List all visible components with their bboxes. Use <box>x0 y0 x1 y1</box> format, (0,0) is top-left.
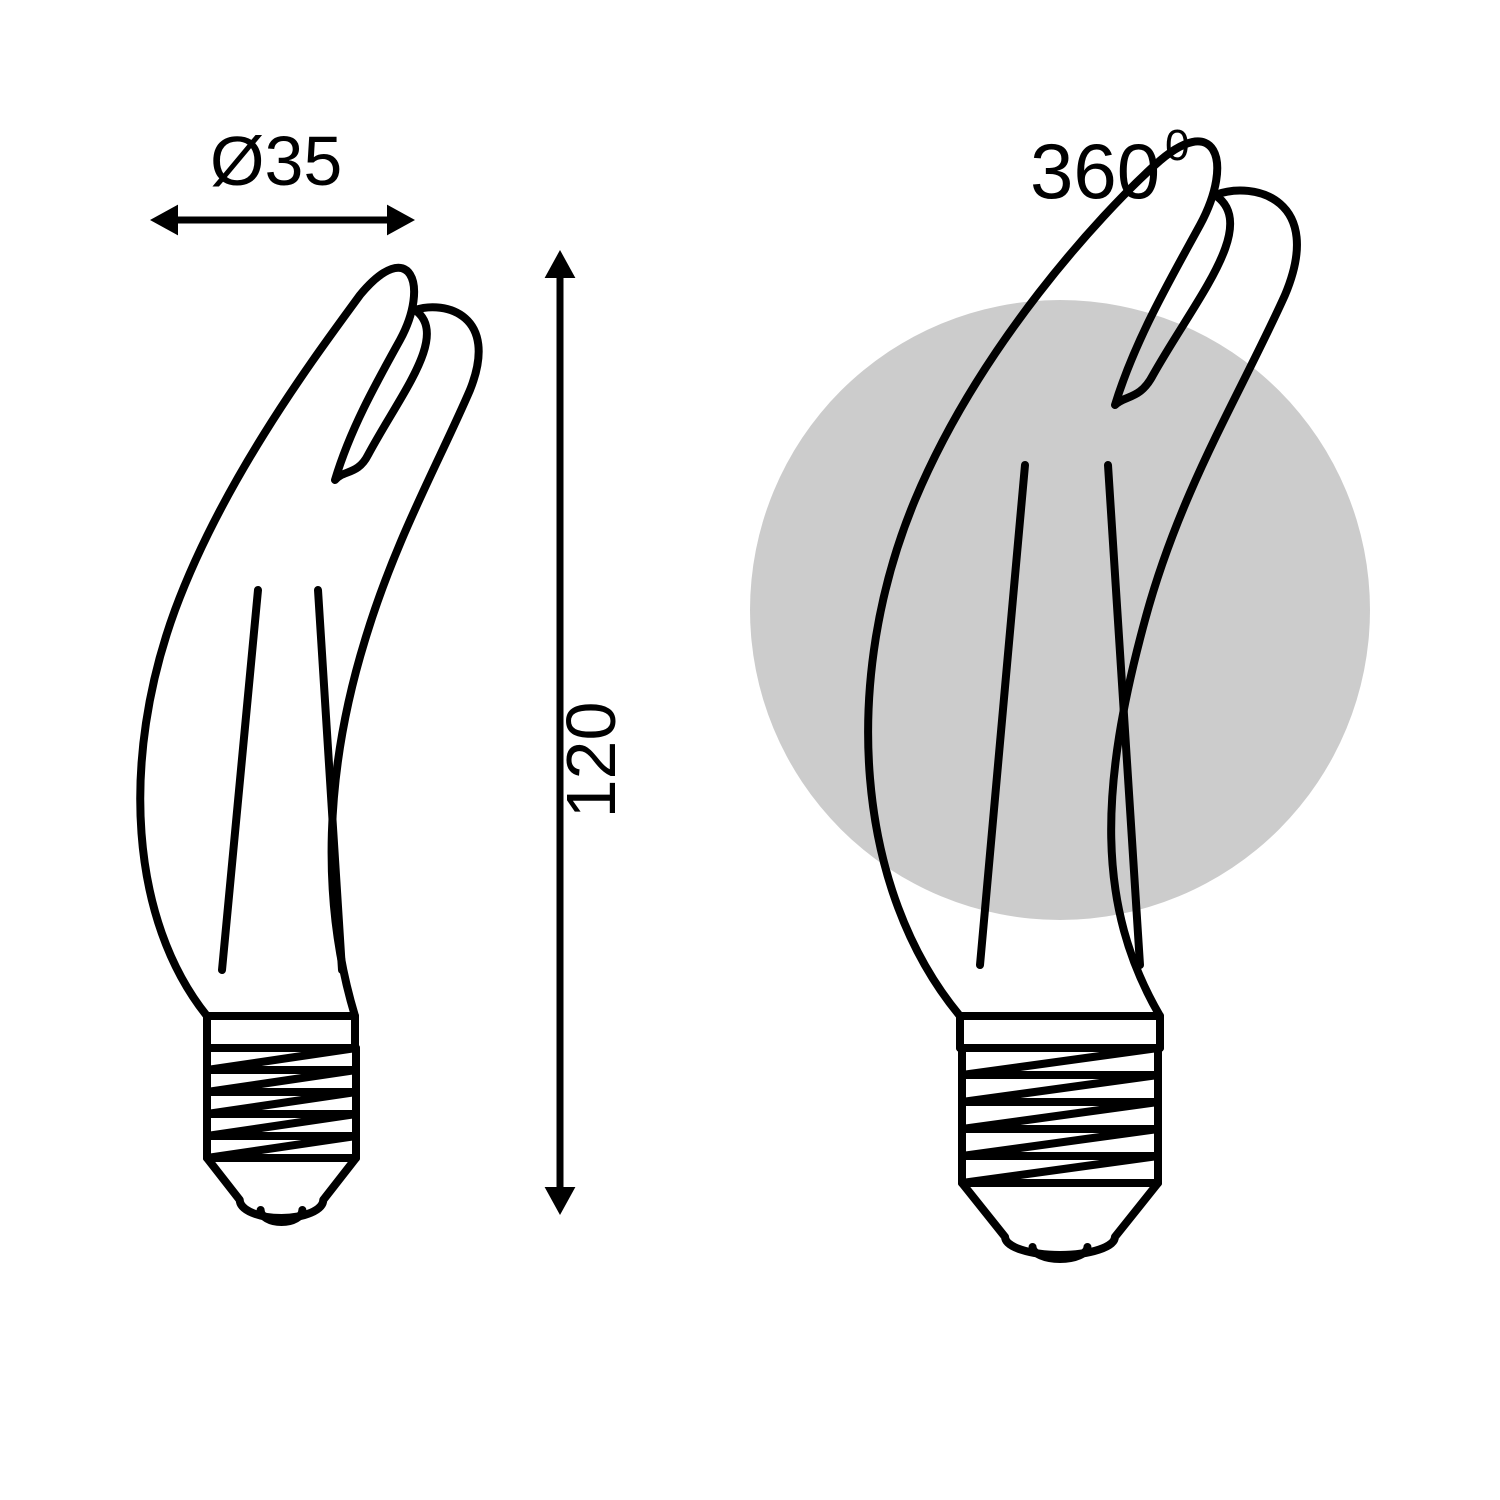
dim-diameter-label: Ø35 <box>210 122 342 200</box>
arrowhead <box>387 205 415 236</box>
left-bulb-group: Ø35 120 <box>140 122 630 1222</box>
arrowhead <box>545 250 576 278</box>
filament <box>222 590 258 970</box>
beam-angle-sup: 0 <box>1165 121 1189 170</box>
beam-angle-label: 360 <box>1030 127 1160 215</box>
diagram-canvas: 3600 Ø35 120 <box>0 0 1500 1500</box>
flame-outline <box>140 268 478 1016</box>
right-bulb-group: 3600 <box>750 121 1370 1259</box>
arrowhead <box>545 1187 576 1215</box>
arrowhead <box>150 205 178 236</box>
beam-angle-circle <box>750 300 1370 920</box>
dim-height-label: 120 <box>552 702 630 819</box>
